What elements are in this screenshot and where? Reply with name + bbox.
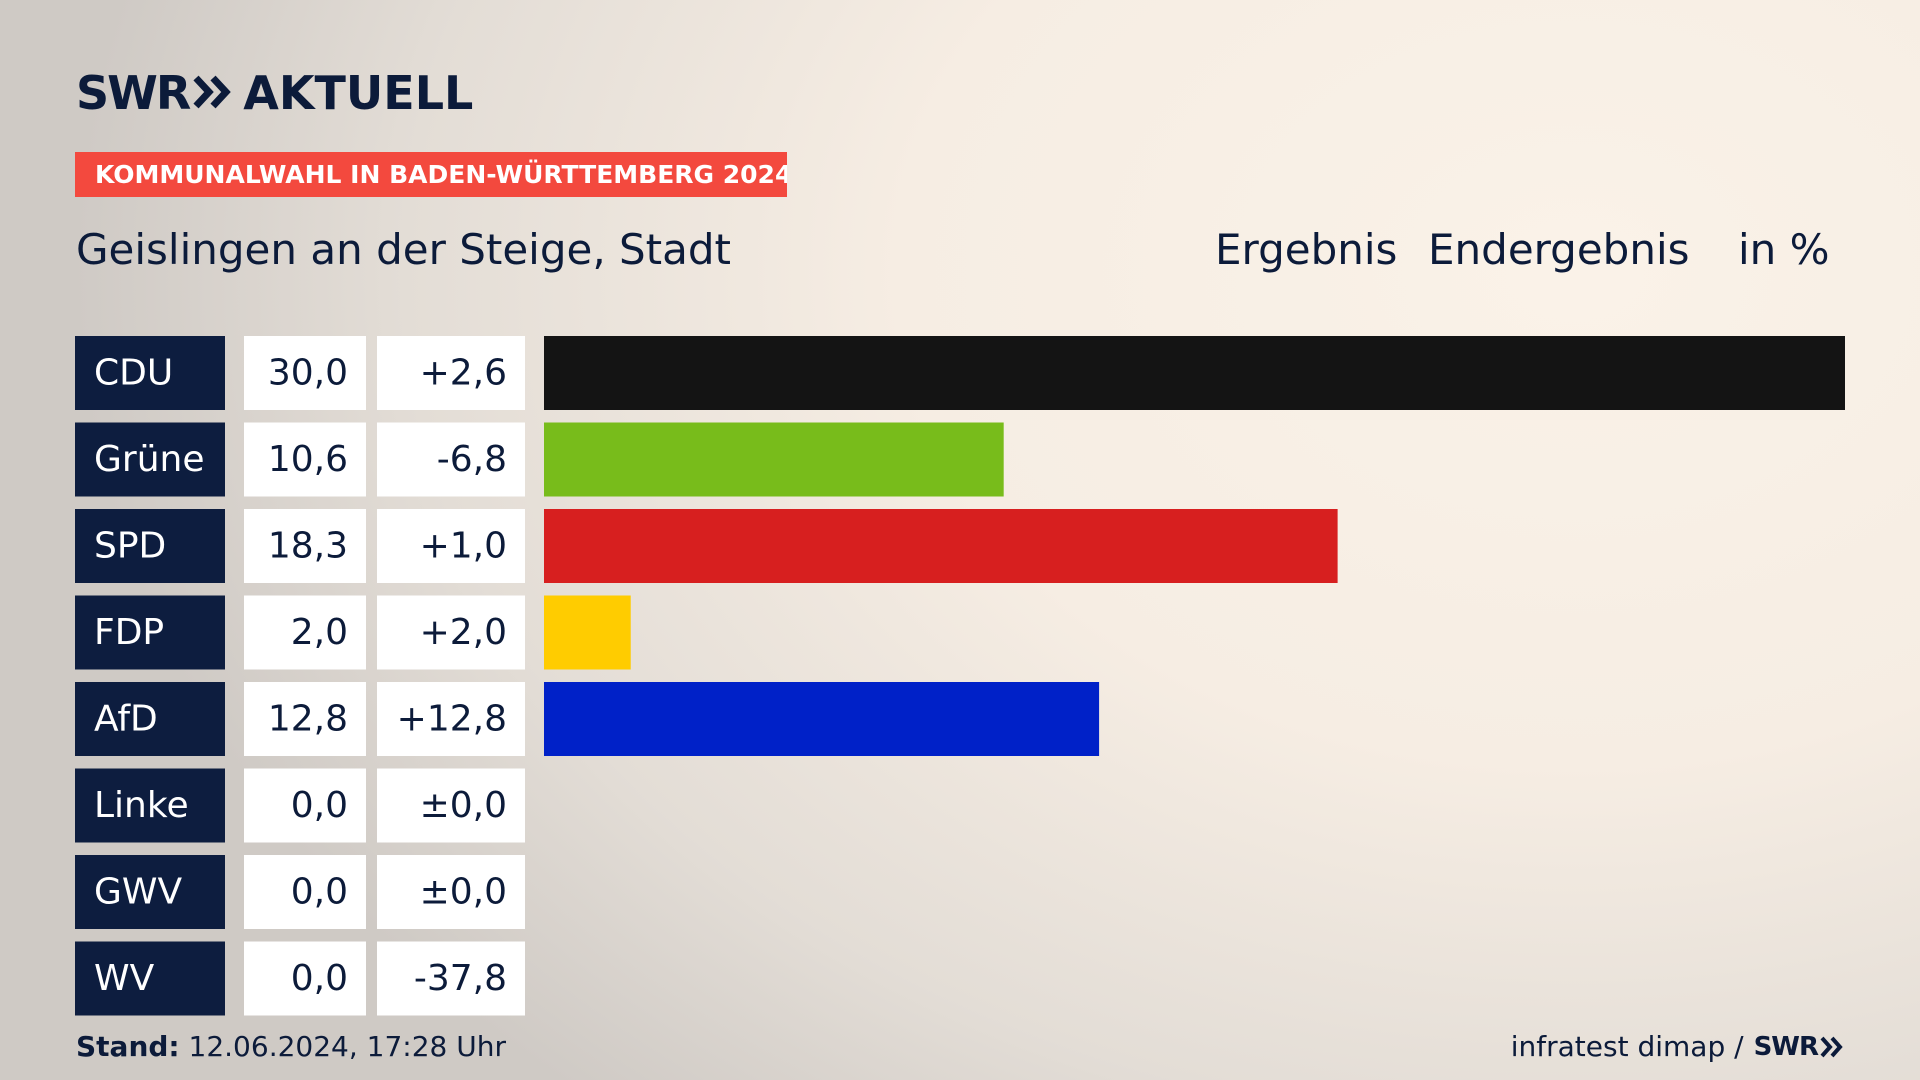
value-label: 10,6	[268, 439, 348, 480]
source-info: infratest dimap / SWR	[1511, 1030, 1844, 1064]
party-label-box	[75, 422, 225, 497]
party-label-box	[75, 768, 225, 843]
bar	[544, 595, 631, 670]
party-label-box	[75, 682, 225, 756]
change-box	[377, 768, 525, 843]
party-label: Grüne	[94, 439, 204, 480]
change-box	[377, 682, 525, 756]
value-box	[244, 336, 366, 410]
party-label-box	[75, 509, 225, 583]
place-title: Geislingen an der Steige, Stadt	[76, 225, 732, 274]
value-label: 30,0	[268, 353, 348, 394]
change-box	[377, 595, 525, 670]
party-label: Linke	[94, 785, 189, 826]
source-text: infratest dimap /	[1510, 1030, 1744, 1063]
party-label: AfD	[94, 699, 158, 740]
party-label: SPD	[94, 526, 166, 567]
logo-sub: AKTUELL	[243, 66, 474, 120]
value-label: 0,0	[291, 958, 348, 999]
value-box	[244, 768, 366, 843]
change-label: +1,0	[420, 526, 507, 567]
party-label: FDP	[94, 612, 164, 653]
value-label: 12,8	[268, 699, 348, 740]
status-label: Endergebnis	[1428, 225, 1690, 274]
swr-aktuell-logo: SWR AKTUELL	[76, 66, 474, 120]
change-box	[377, 941, 525, 1016]
change-label: ±0,0	[420, 872, 507, 913]
change-box	[377, 509, 525, 583]
source-brand: SWR	[1753, 1032, 1819, 1062]
value-label: 0,0	[291, 872, 348, 913]
change-label: -6,8	[437, 439, 507, 480]
bar	[544, 509, 1338, 583]
change-label: ±0,0	[420, 785, 507, 826]
results-chart: CDU 30,0 +2,6 Grüne 10,6 -6,8 SPD 18,3 +1,0 FDP 2,…	[75, 336, 1845, 1016]
change-label: +12,8	[397, 699, 507, 740]
bar	[544, 682, 1100, 756]
value-label: 2,0	[291, 612, 348, 653]
value-box	[244, 682, 366, 756]
value-label: 18,3	[268, 526, 348, 567]
result-label: Ergebnis	[1215, 225, 1398, 274]
mini-chevron-icon	[1820, 1036, 1843, 1058]
stand-value: 12.06.2024, 17:28 Uhr	[188, 1030, 506, 1063]
value-box	[244, 422, 366, 497]
change-label: +2,6	[420, 353, 507, 394]
party-label-box	[75, 336, 225, 410]
change-box	[377, 422, 525, 497]
change-box	[377, 855, 525, 929]
party-label-box	[75, 941, 225, 1016]
value-box	[244, 855, 366, 929]
value-label: 0,0	[291, 785, 348, 826]
change-label: +2,0	[420, 612, 507, 653]
election-badge: KOMMUNALWAHL IN BADEN-WÜRTTEMBERG 2024	[75, 152, 787, 197]
party-label: WV	[94, 958, 155, 999]
party-label: CDU	[94, 353, 173, 394]
double-chevron-icon	[193, 66, 232, 120]
party-label-box	[75, 595, 225, 670]
stand-info: Stand: 12.06.2024, 17:28 Uhr	[76, 1030, 506, 1064]
value-box	[244, 509, 366, 583]
change-label: -37,8	[414, 958, 507, 999]
unit-label: in %	[1738, 225, 1830, 274]
party-label-box	[75, 855, 225, 929]
change-box	[377, 336, 525, 410]
stand-label: Stand:	[76, 1030, 180, 1063]
bar	[544, 422, 1004, 497]
bar	[544, 336, 1845, 410]
logo-brand: SWR	[76, 66, 191, 120]
party-label: GWV	[94, 872, 182, 913]
value-box	[244, 595, 366, 670]
value-box	[244, 941, 366, 1016]
